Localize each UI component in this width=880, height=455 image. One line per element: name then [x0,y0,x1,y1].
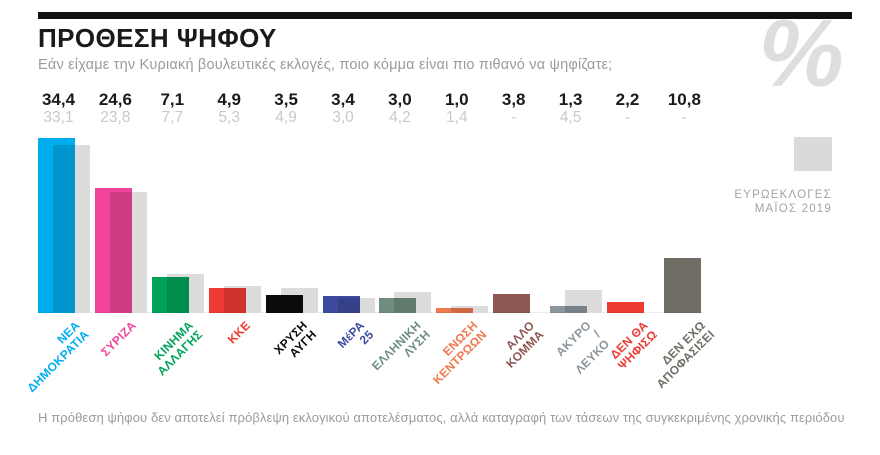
party-label: ΧΡΥΣΗ ΑΥΓΗ [270,318,319,361]
current-value-label: 7,1 [160,90,185,109]
party-label: ΝΕΑ ΔΗΜΟΚΡΑΤΙΑ [23,318,92,395]
legend-swatch [794,137,832,171]
chart-column-1: 34,4 33,1 ΝΕΑ ΔΗΜΟΚΡΑΤΙΑ [24,0,91,455]
euro-value-label: - [511,109,517,126]
euro-value-label: 33,1 [43,109,74,126]
chart-column-12: 10,8 - ΔΕΝ ΕΧΩ ΑΠΟΦΑΣΙΣΕΙ [654,0,718,455]
chart-column-6: 3,4 3,0 ΜέΡΑ 25 [315,0,376,455]
party-label: ΣΥΡΙΖΑ [98,318,140,360]
chart-column-2: 24,6 23,8 ΣΥΡΙΖΑ [87,0,147,455]
current-value-label: 10,8 [667,90,701,109]
current-value-label: 34,4 [41,90,76,109]
current-bar [322,295,360,313]
euro-value-label: 4,2 [389,109,411,126]
euro-value-label: 3,0 [332,109,354,126]
chart-column-5: 3,5 4,9 ΧΡΥΣΗ ΑΥΓΗ [258,0,319,455]
disclaimer-text: Η πρόθεση ψήφου δεν αποτελεί πρόβλεψη εκ… [38,410,845,425]
current-bar [208,288,246,313]
current-bar [550,306,588,313]
chart-column-3: 7,1 7,7 ΚΙΝΗΜΑ ΑΛΛΑΓΗΣ [144,0,205,455]
current-bar [493,293,531,313]
euro-value-label: 4,9 [275,109,297,126]
current-value-label: 3,0 [388,90,412,109]
current-bar [436,307,474,313]
chart-column-9: 3,8 - ΑΛΛΟ ΚΟΜΜΑ [485,0,547,455]
percent-icon: % [758,0,844,107]
party-label: ΕΛΛΗΝΙΚΗ ΛΥΣΗ [368,318,433,374]
euro-value-label: 1,4 [446,109,468,126]
party-label: ΜέΡΑ 25 [334,318,376,351]
current-bar [379,297,417,313]
party-label: ΑΛΛΟ ΚΟΜΜΑ [503,318,547,371]
current-bar [663,258,701,313]
chart-column-4: 4,9 5,3 ΚΚΕ [201,0,261,455]
euro-value-label: 4,5 [559,109,582,126]
current-value-label: 1,3 [558,90,583,109]
subtitle: Εάν είχαμε την Κυριακή βουλευτικές εκλογ… [38,57,613,73]
party-label: ΕΝΩΣΗ ΚΕΝΤΡΩΩΝ [430,318,490,387]
legend-label: ΕΥΡΩΕΚΛΟΓΕΣ ΜΑΪΟΣ 2019 [734,189,832,215]
current-value-label: 24,6 [98,90,132,109]
euro-value-label: - [624,109,631,126]
current-value-label: 2,2 [615,90,640,109]
euro-value-label: 7,7 [161,109,184,126]
chart-column-11: 2,2 - ΔΕΝ ΘΑ ΨΗΦΙΣΩ [599,0,660,455]
current-bar [151,276,189,313]
euro-value-label: - [681,109,687,126]
euro-value-label: 23,8 [100,109,131,126]
current-value-label: 3,5 [274,90,298,109]
current-value-label: 3,4 [331,90,355,109]
chart-column-8: 1,0 1,4 ΕΝΩΣΗ ΚΕΝΤΡΩΩΝ [428,0,490,455]
current-bar [38,138,75,313]
current-bar [94,187,132,313]
current-value-label: 4,9 [217,90,241,109]
page-title: ΠΡΟΘΕΣΗ ΨΗΦΟΥ [38,23,277,53]
euro-value-label: 5,3 [218,109,240,126]
party-label: ΚΙΝΗΜΑ ΑΛΛΑΓΗΣ [151,318,206,379]
chart-column-10: 1,3 4,5 ΑΚΥΡΟ / ΛΕΥΚΟ [542,0,613,455]
current-value-label: 3,8 [501,90,526,109]
party-label: ΚΚΕ [224,318,253,347]
top-rule [38,12,852,19]
current-bar [265,295,303,313]
party-label: ΔΕΝ ΕΧΩ ΑΠΟΦΑΣΙΣΕΙ [653,318,718,392]
chart-column-7: 3,0 4,2 ΕΛΛΗΝΙΚΗ ΛΥΣΗ [369,0,433,455]
current-value-label: 1,0 [444,90,469,109]
current-bar [607,301,644,313]
